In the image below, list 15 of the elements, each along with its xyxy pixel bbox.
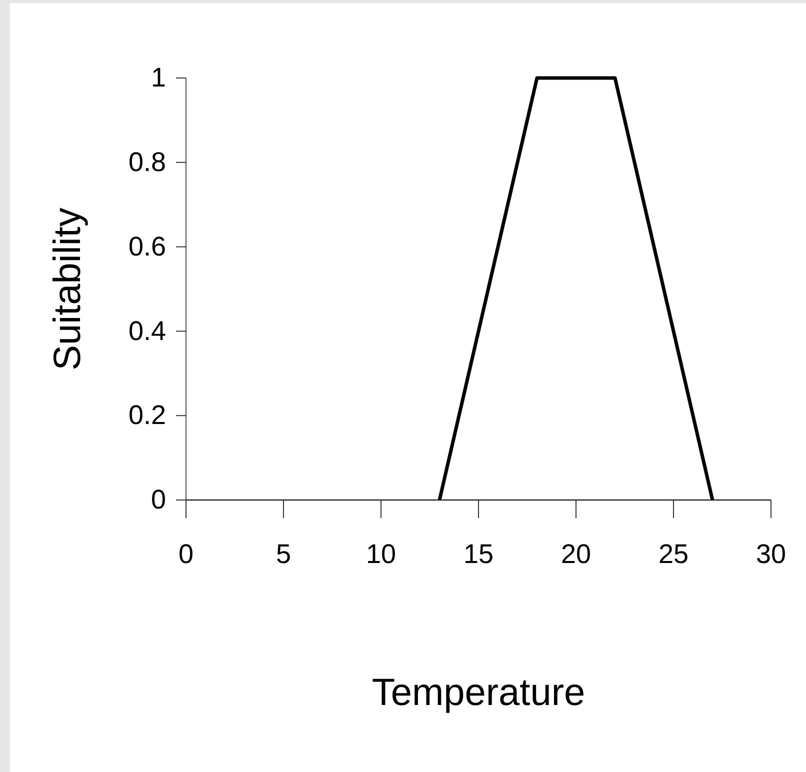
x-tick-label: 5 xyxy=(276,539,292,570)
y-axis-title: Suitability xyxy=(47,208,89,370)
x-tick-label: 15 xyxy=(463,539,494,570)
y-tick-label: 0.6 xyxy=(128,231,166,262)
x-tick-label: 25 xyxy=(658,539,689,570)
x-tick-label: 30 xyxy=(756,539,786,570)
y-tick-label: 0.4 xyxy=(128,316,166,346)
x-axis-title: Temperature xyxy=(372,672,586,714)
y-tick-label: 1 xyxy=(150,62,166,93)
y-tick-label: 0.2 xyxy=(128,400,166,430)
x-tick-label: 20 xyxy=(560,539,592,570)
x-tick-label: 10 xyxy=(366,539,396,570)
y-tick-label: 0 xyxy=(150,484,166,515)
x-tick-label: 0 xyxy=(178,539,194,570)
y-tick-label: 0.8 xyxy=(128,147,166,178)
